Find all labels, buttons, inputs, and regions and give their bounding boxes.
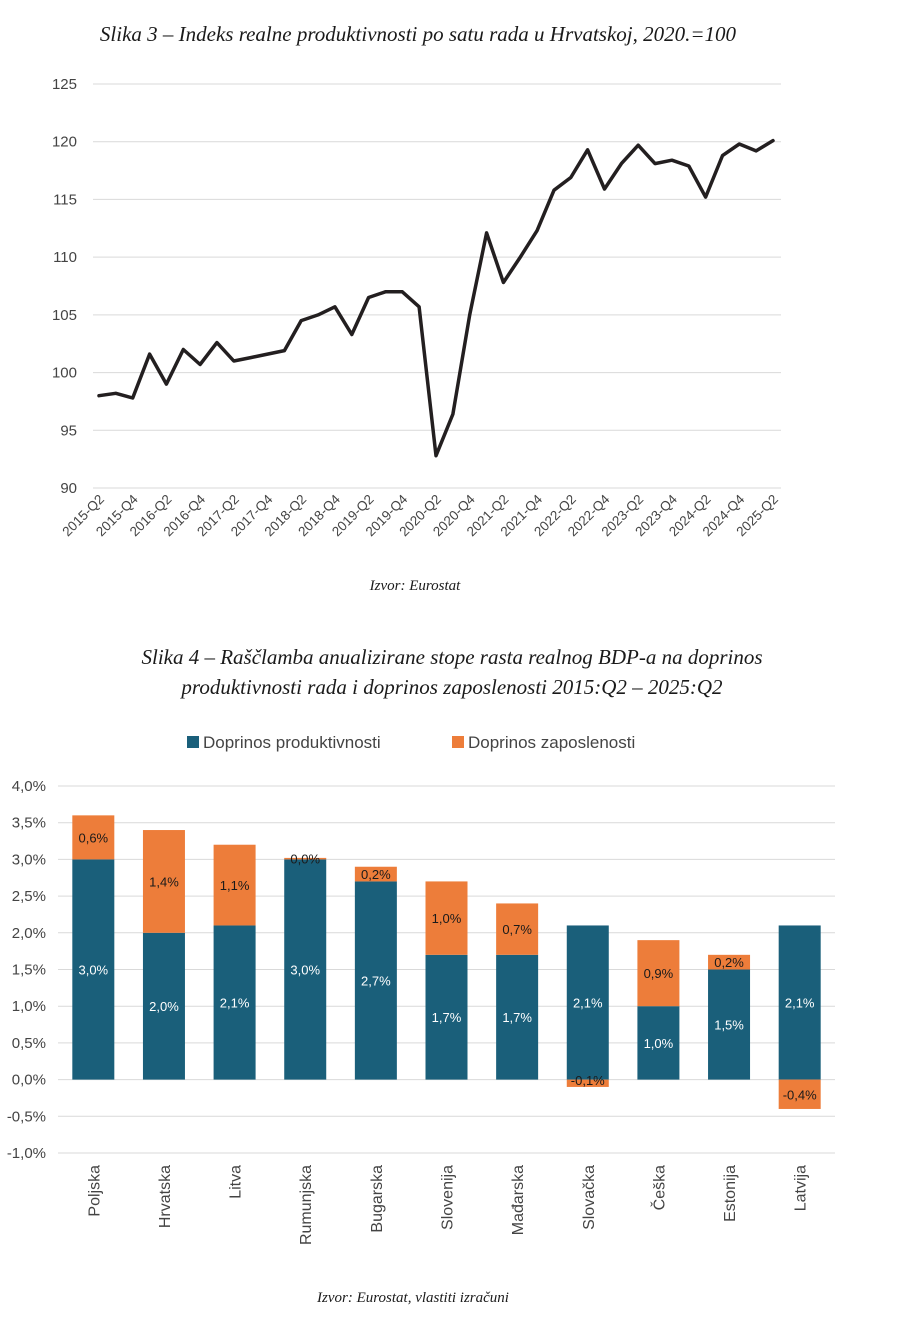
data-label-productivity: 1,0% xyxy=(644,1036,674,1051)
data-label-employment: 0,9% xyxy=(644,966,674,981)
bar-productivity xyxy=(637,1006,680,1080)
chart1-source: Izvor: Eurostat xyxy=(369,578,461,594)
data-label-employment: 0,2% xyxy=(714,955,744,970)
chart2-title-line2: produktivnosti rada i doprinos zaposleno… xyxy=(181,675,723,699)
category-label: Rumunjska xyxy=(298,1165,315,1245)
data-label-employment: 1,4% xyxy=(149,874,179,889)
data-label-productivity: 2,1% xyxy=(573,996,603,1011)
data-label-productivity: 2,0% xyxy=(149,999,179,1014)
bar-productivity xyxy=(566,925,609,1080)
category-label: Slovačka xyxy=(581,1165,598,1230)
y-tick-label: 2,5% xyxy=(12,888,46,905)
y-tick-label: -1,0% xyxy=(7,1145,46,1162)
data-label-productivity: 2,1% xyxy=(785,996,815,1011)
category-label: Bugarska xyxy=(369,1165,386,1233)
bar-productivity xyxy=(354,881,397,1080)
bar-productivity xyxy=(142,932,185,1080)
legend-swatch-productivity xyxy=(187,736,199,748)
bar-employment xyxy=(425,881,468,955)
bar-employment xyxy=(142,830,185,933)
data-label-productivity: 1,5% xyxy=(714,1018,744,1033)
category-label: Estonija xyxy=(722,1165,739,1222)
y-tick-label: 3,5% xyxy=(12,815,46,832)
bar-productivity xyxy=(284,859,327,1080)
y-tick-label: 95 xyxy=(60,422,77,439)
data-label-productivity: 1,7% xyxy=(502,1010,532,1025)
y-tick-label: 90 xyxy=(60,480,77,497)
chart2-source: Izvor: Eurostat, vlastiti izračuni xyxy=(317,1290,509,1306)
category-label: Mađarska xyxy=(510,1165,527,1235)
category-label: Češka xyxy=(649,1165,668,1210)
bar-employment xyxy=(213,844,256,926)
y-tick-label: 125 xyxy=(52,76,77,93)
bar-employment xyxy=(284,857,327,860)
y-tick-label: 4,0% xyxy=(12,778,46,795)
data-label-productivity: 2,7% xyxy=(361,974,391,989)
data-label-productivity: 3,0% xyxy=(290,963,320,978)
productivity-index-line xyxy=(97,138,775,458)
category-label: Litva xyxy=(228,1165,245,1199)
bar-employment xyxy=(72,815,115,860)
bar-employment xyxy=(778,1079,821,1109)
bar-productivity xyxy=(72,859,115,1080)
bar-productivity xyxy=(778,925,821,1080)
y-tick-label: 1,5% xyxy=(12,962,46,979)
bar-productivity xyxy=(496,954,539,1080)
y-tick-label: 110 xyxy=(53,249,77,266)
bar-employment xyxy=(496,903,539,955)
legend-label: Doprinos produktivnosti xyxy=(203,733,381,752)
bar-employment xyxy=(354,866,397,882)
bar-productivity xyxy=(425,954,468,1080)
y-tick-label: 2,0% xyxy=(12,925,46,942)
y-tick-label: 0,5% xyxy=(12,1035,46,1052)
data-label-productivity: 1,7% xyxy=(432,1010,462,1025)
chart2-title-line1: Slika 4 – Raščlamba anualizirane stope r… xyxy=(141,645,763,669)
bar-employment xyxy=(637,940,680,1007)
category-label: Hrvatska xyxy=(157,1165,174,1228)
legend-label: Doprinos zaposlenosti xyxy=(468,733,635,752)
y-tick-label: 105 xyxy=(52,307,77,324)
data-label-employment: -0,1% xyxy=(571,1073,605,1088)
data-label-employment: 1,1% xyxy=(220,878,250,893)
data-label-productivity: 2,1% xyxy=(220,996,250,1011)
data-label-productivity: 3,0% xyxy=(78,963,108,978)
chart1-title: Slika 3 – Indeks realne produktivnosti p… xyxy=(99,22,737,46)
productivity-line-chart: 90951001051101151201252015-Q22015-Q42016… xyxy=(52,76,781,539)
bar-employment xyxy=(566,1079,609,1087)
category-label: Poljska xyxy=(86,1165,103,1217)
y-tick-label: -0,5% xyxy=(7,1108,46,1125)
bar-productivity xyxy=(213,925,256,1080)
data-label-employment: -0,4% xyxy=(783,1087,817,1102)
category-label: Latvija xyxy=(793,1165,810,1211)
y-tick-label: 120 xyxy=(52,134,77,151)
y-tick-label: 0,0% xyxy=(12,1072,46,1089)
y-tick-label: 1,0% xyxy=(12,998,46,1015)
y-tick-label: 3,0% xyxy=(12,851,46,868)
y-tick-label: 115 xyxy=(53,191,77,208)
bar-productivity xyxy=(708,969,751,1080)
bar-employment xyxy=(708,954,751,970)
data-label-employment: 0,2% xyxy=(361,867,391,882)
legend-swatch-employment xyxy=(452,736,464,748)
category-label: Slovenija xyxy=(440,1165,457,1230)
data-label-employment: 0,7% xyxy=(502,922,532,937)
y-tick-label: 100 xyxy=(52,365,77,382)
data-label-employment: 0,6% xyxy=(78,830,108,845)
data-label-employment: 1,0% xyxy=(432,911,462,926)
data-label-employment: 0,0% xyxy=(290,851,320,866)
